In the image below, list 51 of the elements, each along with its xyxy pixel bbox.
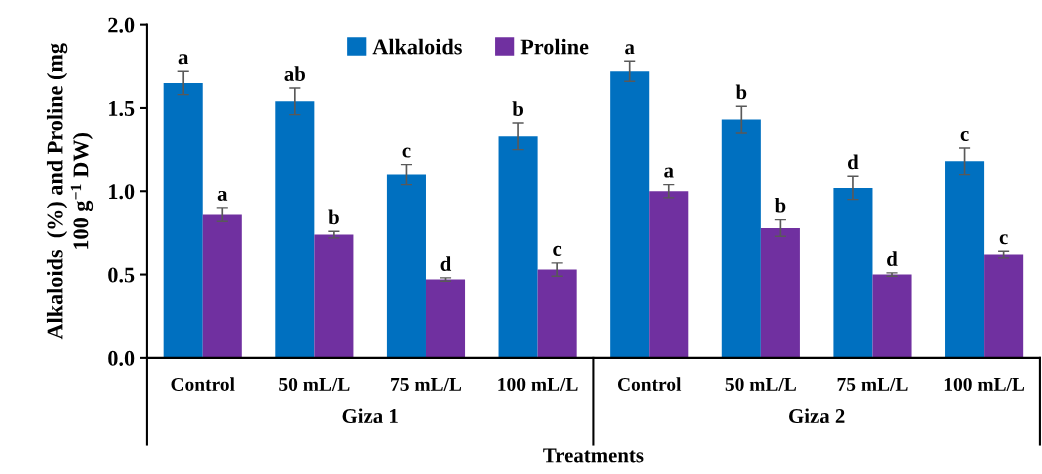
legend-label: Alkaloids bbox=[372, 38, 462, 55]
data-label: b bbox=[328, 209, 339, 225]
bar bbox=[833, 187, 873, 358]
data-label: c bbox=[402, 147, 411, 158]
x-tick-label: 75 mL/L bbox=[837, 378, 908, 391]
bar bbox=[314, 234, 354, 358]
data-label: a bbox=[664, 167, 674, 178]
x-tick-label: 50 mL/L bbox=[279, 377, 350, 391]
data-label: b bbox=[774, 197, 786, 213]
text: Giza 2 bbox=[789, 408, 845, 424]
data-label: d bbox=[440, 256, 452, 271]
x-axis-title: Treatments bbox=[543, 448, 644, 463]
bar bbox=[872, 274, 912, 358]
bar bbox=[275, 101, 315, 358]
x-tick-label: 75 mL/L bbox=[391, 378, 462, 391]
data-label: d bbox=[887, 251, 898, 266]
y-tick-label: 0.0 bbox=[108, 350, 135, 366]
bar bbox=[721, 119, 761, 358]
x-tick-label: Control bbox=[171, 377, 235, 391]
bar bbox=[386, 174, 426, 358]
bar bbox=[984, 254, 1024, 358]
text: Giza 1 bbox=[342, 408, 398, 424]
bar bbox=[163, 82, 203, 358]
y-tick-label: 0.5 bbox=[108, 267, 135, 283]
bar bbox=[498, 136, 538, 358]
data-label: c bbox=[960, 130, 969, 141]
data-label: c bbox=[999, 234, 1008, 245]
bar bbox=[425, 279, 466, 358]
data-label: c bbox=[553, 245, 562, 256]
bar bbox=[760, 227, 800, 358]
x-tick-label: 50 mL/L bbox=[725, 377, 796, 391]
bar bbox=[945, 161, 985, 358]
bar bbox=[610, 71, 650, 358]
y-tick-label: 1.0 bbox=[109, 184, 135, 200]
data-label: a bbox=[625, 44, 635, 55]
data-label: d bbox=[848, 154, 859, 170]
bar bbox=[202, 214, 242, 358]
x-tick-label: 100 mL/L bbox=[944, 377, 1025, 391]
data-label: b bbox=[512, 101, 524, 116]
data-label: b bbox=[735, 84, 747, 100]
bar bbox=[649, 191, 689, 358]
data-label: a bbox=[217, 190, 228, 201]
x-tick-label: Control bbox=[617, 377, 682, 391]
y-tick-label: 2.0 bbox=[108, 17, 135, 33]
y-tick-label: 1.5 bbox=[109, 100, 135, 116]
data-label: ab bbox=[284, 66, 305, 81]
data-label: a bbox=[178, 54, 189, 65]
bar bbox=[537, 269, 577, 358]
legend-label: Proline bbox=[520, 38, 589, 55]
y-axis-title: Alkaloids (%) and Proline (mg 100 g$^{−1}$ DW) bbox=[46, 43, 94, 340]
x-tick-label: 100 mL/L bbox=[498, 377, 578, 391]
